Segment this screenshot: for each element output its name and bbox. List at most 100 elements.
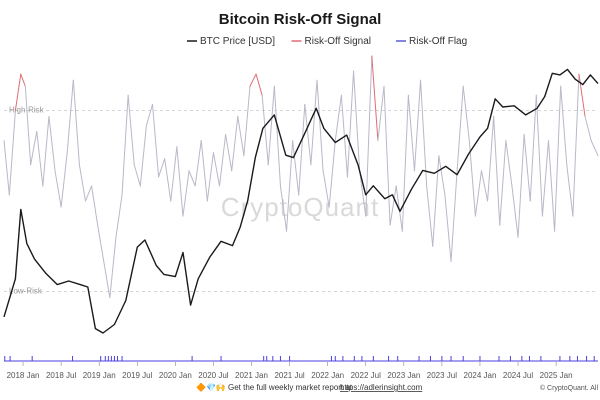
signal-segment-84 — [505, 140, 513, 187]
signal-segment-27 — [158, 158, 166, 178]
signal-segment-92 — [554, 85, 562, 232]
legend-label-2: Risk-Off Signal — [305, 36, 372, 47]
signal-segment-54 — [322, 170, 330, 208]
signal-segment-42 — [249, 73, 257, 87]
signal-segment-90 — [541, 140, 549, 217]
signal-segment-15 — [84, 185, 93, 202]
signal-segment-76 — [456, 85, 464, 172]
signal-segment-32 — [188, 170, 196, 187]
risk-off-signal-series — [3, 55, 599, 299]
signal-segment-38 — [225, 134, 233, 172]
footer-text: Get the full weekly market report at — [228, 383, 353, 392]
footer-link[interactable]: https://adlerinsight.com — [340, 383, 423, 392]
signal-segment-69 — [413, 79, 422, 172]
signal-segment-33 — [194, 140, 202, 187]
x-tick-label-2: 2018 Jul — [46, 371, 76, 380]
signal-segment-17 — [97, 224, 105, 262]
btc-price-series — [3, 68, 599, 334]
signal-segment-83 — [499, 140, 507, 226]
signal-segment-48 — [286, 140, 294, 232]
signal-segment-68 — [407, 94, 415, 172]
footer-emoji: 🔶💎🙌 — [196, 382, 226, 392]
signal-segment-46 — [273, 85, 281, 187]
signal-segment-40 — [237, 115, 245, 157]
x-tick-label-14: 2024 Jul — [503, 371, 533, 380]
signal-segment-61 — [365, 55, 373, 217]
signal-segment-18 — [103, 260, 111, 299]
signal-segment-25 — [145, 103, 153, 126]
signal-segment-72 — [432, 155, 440, 247]
x-tick-label-12: 2023 Jul — [427, 371, 457, 380]
watermark: CryptoQuant — [221, 192, 379, 222]
btc-price-line — [3, 68, 599, 334]
legend-label-3: Risk-Off Flag — [409, 36, 467, 47]
signal-segment-89 — [535, 94, 543, 217]
signal-segment-79 — [474, 170, 482, 217]
signal-segment-35 — [206, 152, 214, 202]
signal-segment-51 — [304, 103, 312, 166]
signal-segment-81 — [487, 115, 495, 202]
signal-segment-91 — [548, 140, 556, 232]
x-tick-label-15: 2025 Jan — [540, 371, 573, 380]
chart-legend: BTC Price [USD] Risk-Off Signal Risk-Off F… — [187, 36, 467, 47]
signal-segment-34 — [200, 140, 208, 202]
x-tick-label-10: 2022 Jul — [351, 371, 381, 380]
signal-segment-12 — [66, 79, 74, 154]
signal-segment-37 — [219, 134, 227, 187]
signal-segment-75 — [450, 170, 458, 262]
signal-segment-36 — [212, 152, 221, 187]
x-tick-label-1: 2018 Jan — [7, 371, 40, 380]
signal-segment-65 — [389, 185, 397, 226]
x-tick-label-4: 2019 Jul — [122, 371, 152, 380]
risk-off-flag-series — [4, 356, 595, 361]
signal-segment-85 — [511, 185, 519, 238]
signal-segment-13 — [72, 79, 80, 166]
signal-segment-41 — [243, 85, 251, 157]
signal-segment-29 — [170, 146, 178, 202]
signal-segment-80 — [480, 170, 489, 202]
signal-segment-58 — [346, 70, 355, 178]
x-axis: 2018 Jan 2018 Jul 2019 Jan 2019 Jul 2020 Jan… — [7, 362, 573, 380]
chart-title: Bitcoin Risk-Off Signal — [219, 11, 382, 28]
signal-segment-97 — [584, 115, 592, 142]
signal-segment-10 — [54, 170, 62, 208]
legend-label-1: BTC Price [USD] — [200, 36, 275, 47]
signal-segment-63 — [377, 85, 385, 142]
signal-segment-11 — [60, 152, 68, 208]
x-tick-label-11: 2023 Jan — [387, 371, 420, 380]
signal-segment-39 — [231, 115, 239, 172]
x-tick-label-13: 2024 Jan — [464, 371, 497, 380]
signal-segment-23 — [133, 164, 141, 187]
signal-segment-2 — [8, 109, 16, 196]
signal-segment-77 — [462, 85, 470, 142]
signal-segment-3 — [14, 73, 22, 111]
signal-segment-14 — [78, 164, 86, 202]
x-tick-label-6: 2020 Jul — [198, 371, 228, 380]
signal-segment-9 — [48, 115, 56, 172]
signal-segment-5 — [24, 85, 32, 166]
signal-segment-1 — [3, 140, 10, 196]
signal-segment-52 — [310, 79, 318, 166]
signal-segment-86 — [517, 134, 525, 238]
signal-segment-16 — [91, 185, 99, 226]
signal-segment-62 — [371, 55, 379, 142]
signal-segment-53 — [316, 79, 324, 172]
signal-segment-31 — [182, 170, 190, 217]
signal-segment-74 — [444, 194, 452, 262]
signal-segment-55 — [328, 140, 336, 208]
signal-segment-93 — [560, 85, 568, 166]
signal-segment-30 — [176, 146, 184, 217]
signal-segment-60 — [359, 170, 367, 217]
signal-segment-56 — [334, 94, 342, 142]
signal-segment-28 — [164, 158, 172, 202]
signal-segment-71 — [426, 185, 434, 247]
signal-segment-67 — [401, 94, 409, 232]
x-tick-label-3: 2019 Jan — [83, 371, 116, 380]
x-tick-label-7: 2021 Jan — [235, 371, 268, 380]
signal-segment-19 — [109, 236, 117, 299]
footer: 🔶💎🙌 Get the full weekly market report at… — [196, 382, 598, 392]
signal-segment-94 — [566, 164, 574, 217]
signal-segment-47 — [279, 185, 288, 232]
signal-segment-44 — [261, 94, 269, 166]
signal-segment-95 — [572, 73, 580, 217]
